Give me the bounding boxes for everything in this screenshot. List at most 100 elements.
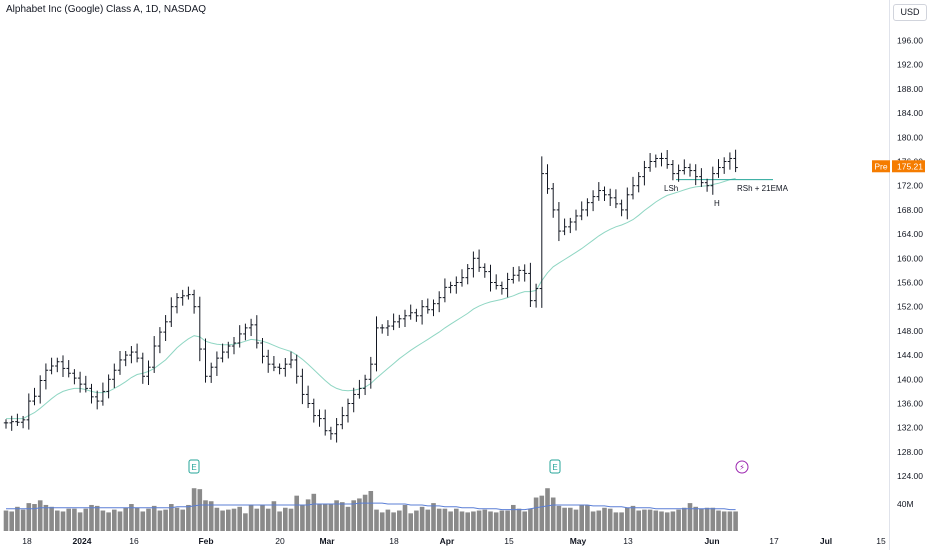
ohlc-bar [89,383,94,404]
price-tick-label: 124.00 [897,471,923,481]
ohlc-bar [100,382,106,406]
volume-bar [613,512,619,531]
volume-bar [66,508,71,531]
earnings-marker[interactable]: E [188,459,200,474]
price-tick-label: 168.00 [897,205,923,215]
time-tick-label: 17 [769,536,779,546]
event-markers[interactable]: E E ⚡ [188,459,749,474]
ohlc-bar [174,293,180,314]
volume-bar [60,511,66,531]
volume-bar [385,509,391,531]
ohlc-bar [55,357,60,373]
dividend-icon: ⚡ [739,463,745,472]
volume-bar [89,504,94,531]
last-price-badge: Pre 175.21 [872,160,925,173]
volume-bar [186,504,191,531]
volume-bar [94,505,100,531]
ohlc-bar [334,418,339,443]
ohlc-bar [482,263,487,278]
ohlc-bar [539,156,544,308]
annotation-h: H [714,199,720,208]
ohlc-bar [351,387,356,413]
ohlc-bar [146,360,151,386]
ohlc-bar [693,164,698,186]
ohlc-bar [488,264,493,292]
ohlc-bar [551,182,556,218]
volume-bar [425,509,431,531]
time-tick-label: Feb [198,536,213,546]
volume-bar [277,511,282,531]
ohlc-bar [231,336,237,355]
ohlc-bar [727,152,733,170]
volume-bar [630,505,636,531]
ohlc-bar [573,209,579,231]
volume-bar [590,511,596,531]
time-tick-label: Mar [319,536,335,546]
ohlc-bar [83,375,88,393]
volume-bar [699,508,704,531]
volume-bar [710,507,716,531]
volume-bar [379,512,385,531]
volume-bar [516,508,522,531]
ohlc-bar [716,159,721,178]
volume-bar [123,507,128,531]
ohlc-bar [516,266,522,282]
ohlc-bar [511,266,516,284]
time-axis: 18 2024 16 Feb 20 Mar 18 Apr 15 May 13 Jun 17 Jul 15 [22,536,886,546]
ohlc-bar [9,415,14,431]
price-tick-label: 128.00 [897,447,923,457]
ohlc-bar [402,309,408,327]
ohlc-bar [77,371,83,393]
ohlc-bar [129,346,134,364]
volume-bar [391,512,396,531]
ohlc-bar [117,351,123,375]
time-tick-label: 2024 [73,536,92,546]
time-tick-label: 15 [504,536,514,546]
volume-bar [436,508,442,531]
volume-bar [163,509,168,531]
earnings-marker[interactable]: E [549,459,561,474]
ohlc-bar [585,198,590,217]
price-tick-label: 136.00 [897,399,923,409]
annotation-rsh: RSh + 21EMA [737,184,789,193]
volume-scale-label: 40M [897,499,914,509]
ohlc-bar [528,262,533,308]
earnings-marker-box [188,459,200,474]
volume-bar [334,500,339,531]
time-tick-label: 18 [389,536,399,546]
ohlc-bar [254,315,259,349]
volume-bar [653,510,659,531]
volume-bar [528,508,533,531]
volume-ma-line [6,502,736,511]
volume-bar [77,512,83,531]
volume-bar [174,507,180,531]
pre-label-bg [872,160,890,173]
ohlc-bar [191,289,197,314]
ohlc-bar [209,362,214,383]
time-tick-label: 15 [876,536,886,546]
ohlc-bar [625,187,630,220]
ohlc-bar [362,374,368,396]
dividend-marker[interactable]: ⚡ [735,460,749,474]
time-tick-label: 13 [623,536,633,546]
volume-bar [579,504,584,531]
ohlc-bar [32,387,37,406]
pre-price-value: 175.21 [897,161,923,171]
ohlc-bar [112,363,117,389]
ohlc-bar [391,313,396,331]
volume-bar [260,504,265,531]
ohlc-bar [613,189,619,209]
price-tick-label: 156.00 [897,278,923,288]
ohlc-bar [636,172,641,193]
volume-bar [607,508,613,531]
volume-bar [727,511,733,531]
earnings-marker-label: E [552,463,557,472]
ohlc-bar [499,281,505,295]
volume-bar [9,511,14,531]
volume-bar [408,513,413,531]
currency-button[interactable]: USD [893,4,927,21]
ohlc-bar [123,350,128,367]
volume-bar [288,508,294,531]
volume-bar [533,497,539,531]
